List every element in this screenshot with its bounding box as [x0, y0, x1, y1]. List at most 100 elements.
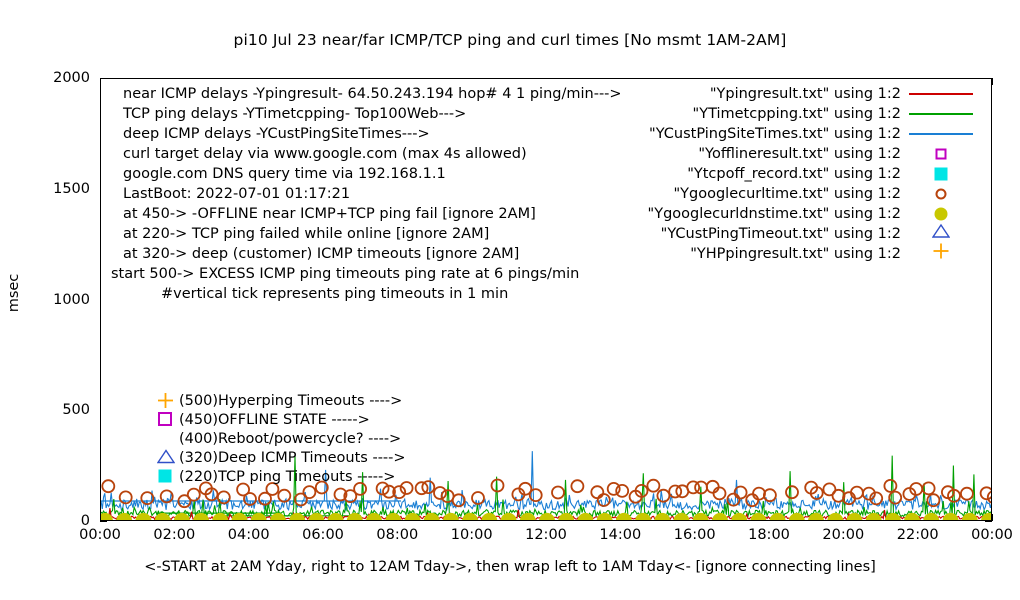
curl-time-marker	[490, 478, 505, 493]
curl-time-marker	[590, 485, 605, 500]
dns-time-marker	[808, 512, 824, 520]
curl-time-marker	[822, 482, 837, 497]
curl-time-marker	[101, 479, 116, 494]
curl-time-marker	[809, 486, 824, 500]
y-tick-label: 500	[62, 402, 90, 419]
y-tick-mark	[100, 521, 107, 522]
dns-time-marker	[327, 512, 344, 520]
x-tick-label: 10:00	[450, 527, 493, 543]
plot-area: near ICMP delays -Ypingresult- 64.50.243…	[100, 78, 992, 521]
y-tick-label: 1500	[53, 180, 90, 197]
curl-time-marker	[634, 483, 649, 498]
dns-time-marker	[308, 512, 325, 520]
page-title: pi10 Jul 23 near/far ICMP/TCP ping and c…	[233, 31, 787, 49]
curl-time-marker	[986, 490, 991, 504]
dns-time-marker	[712, 512, 728, 520]
dns-time-marker	[250, 512, 267, 520]
x-tick-label: 22:00	[896, 527, 939, 543]
curl-time-marker	[433, 486, 447, 500]
curl-time-marker	[726, 492, 741, 507]
x-tick-label: 04:00	[227, 527, 270, 543]
dns-time-marker	[788, 512, 805, 520]
dns-time-marker	[423, 512, 440, 520]
curl-time-marker	[733, 485, 748, 500]
y-tick-mark-right	[985, 521, 992, 522]
curl-time-marker	[302, 485, 317, 500]
annotation-label: (400)Reboot/powercycle? ---->	[179, 431, 402, 447]
curl-time-marker	[375, 481, 390, 496]
curl-time-marker	[421, 480, 436, 495]
curl-time-marker	[258, 491, 272, 506]
x-tick-label: 12:00	[525, 527, 567, 543]
curl-time-marker	[960, 486, 974, 501]
annotation-label: (320)Deep ICMP Timeouts ---->	[179, 450, 406, 466]
curl-time-marker	[159, 489, 174, 504]
curl-time-marker	[551, 485, 565, 500]
curl-time-marker	[926, 493, 941, 508]
triangle-icon	[156, 449, 176, 467]
curl-time-marker	[656, 488, 671, 503]
curl-time-marker	[883, 478, 898, 493]
curl-time-marker	[140, 491, 155, 506]
x-tick-mark-top	[992, 78, 993, 85]
curl-time-marker	[785, 485, 799, 500]
curl-time-marker	[243, 492, 257, 506]
curl-time-marker	[314, 480, 329, 495]
x-tick-label: 00:00	[971, 527, 1013, 543]
curl-time-marker	[343, 489, 358, 504]
curl-time-marker	[668, 484, 683, 499]
curl-time-marker	[293, 492, 308, 507]
annotation-label: (500)Hyperping Timeouts ---->	[179, 393, 403, 409]
dns-time-marker	[404, 512, 421, 520]
dns-time-marker	[654, 512, 671, 520]
dns-time-marker	[193, 512, 210, 520]
dns-time-marker	[827, 512, 844, 520]
x-tick-label: 00:00	[79, 527, 121, 543]
y-tick-label: 2000	[53, 70, 90, 86]
dns-time-marker	[884, 512, 901, 520]
annotation-label: (220)TCP ping Timeouts ----->	[179, 469, 396, 485]
dns-time-marker	[500, 512, 517, 520]
x-tick-mark	[992, 514, 993, 521]
curl-time-marker	[471, 491, 485, 505]
dns-time-marker	[346, 512, 363, 520]
series-canvas	[101, 451, 991, 520]
curl-time-marker	[333, 487, 348, 502]
dns-time-marker	[731, 512, 748, 520]
curl-time-marker	[606, 481, 621, 496]
dns-time-marker	[135, 512, 152, 520]
curl-time-marker	[204, 487, 219, 502]
dns-time-marker	[692, 512, 709, 520]
dns-time-marker	[366, 512, 382, 520]
curl-time-marker	[596, 493, 611, 507]
y-tick-label: 0	[80, 513, 90, 529]
x-tick-label: 14:00	[599, 527, 642, 543]
x-tick-label: 20:00	[822, 527, 865, 543]
x-tick-label: 02:00	[153, 527, 196, 543]
curl-time-marker	[686, 480, 701, 495]
x-tick-label: 16:00	[673, 527, 716, 543]
dns-time-marker	[539, 512, 555, 520]
dns-time-marker	[577, 512, 594, 520]
curl-time-marker	[518, 481, 533, 496]
data-series-layer	[101, 79, 991, 520]
dns-time-marker	[481, 512, 498, 520]
curl-time-marker	[177, 494, 192, 509]
filled-square-icon	[157, 468, 175, 486]
curl-time-marker	[451, 493, 466, 508]
dns-time-marker	[942, 512, 959, 520]
curl-time-marker	[382, 484, 396, 499]
dns-time-marker	[101, 512, 113, 520]
open-square-icon	[157, 411, 175, 429]
dns-time-marker	[750, 512, 767, 520]
y-tick-label: 1000	[53, 291, 90, 308]
dns-time-marker	[981, 512, 991, 520]
dns-time-marker	[289, 512, 306, 520]
curl-time-marker	[862, 486, 876, 501]
dns-time-marker	[385, 512, 402, 520]
curl-time-marker	[615, 483, 630, 498]
curl-time-marker	[265, 482, 280, 496]
dns-time-marker	[865, 512, 882, 520]
curl-time-marker	[921, 481, 936, 496]
